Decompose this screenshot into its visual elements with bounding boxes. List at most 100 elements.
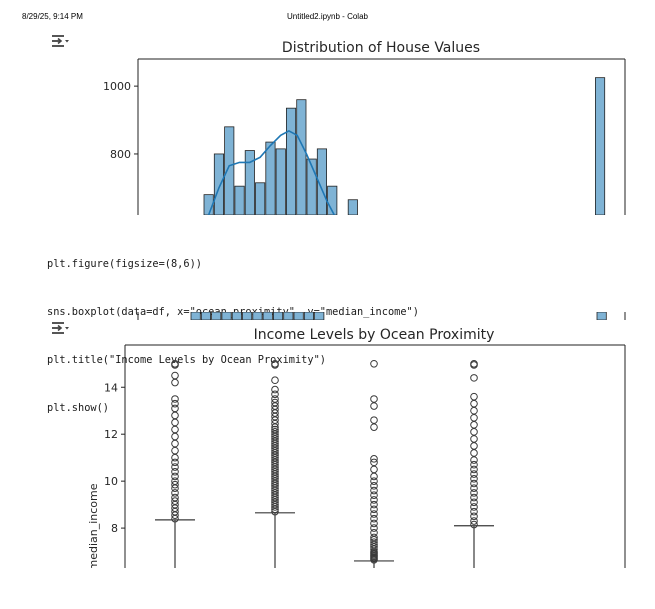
- box-outlier: [470, 512, 478, 521]
- hist-bar-residual: [272, 312, 284, 320]
- box-outlier: [271, 359, 279, 368]
- box-outlier: [370, 533, 378, 542]
- box-title: Income Levels by Ocean Proximity: [254, 327, 495, 343]
- output-toggle-icon[interactable]: [50, 321, 70, 335]
- box-outlier: [171, 453, 179, 462]
- box-outlier: [370, 500, 378, 509]
- box-outlier: [171, 489, 179, 497]
- box-outlier: [171, 446, 179, 455]
- histogram-residual-slice: [137, 312, 626, 320]
- hist-bar-residual: [221, 312, 232, 320]
- box-outlier: [470, 520, 478, 529]
- box-outlier: [470, 435, 478, 443]
- box-group: [454, 359, 494, 568]
- box-outlier: [171, 493, 179, 502]
- house-value-histogram: Distribution of House Values 800 1000: [103, 40, 626, 215]
- box-outlier: [370, 423, 378, 431]
- box-outlier: [370, 465, 378, 474]
- box-outlier: [370, 496, 378, 504]
- hist-bar-residual: [293, 312, 304, 320]
- box-group: [155, 359, 195, 568]
- hist-bar: [255, 182, 266, 215]
- hist-bar: [316, 148, 327, 215]
- page-title: Untitled2.ipynb - Colab: [287, 12, 368, 21]
- hist-bar-residual: [200, 312, 212, 320]
- hist-bar-residual: [303, 312, 314, 320]
- box-outlier: [470, 479, 478, 488]
- hist-ytick-label: 1000: [103, 80, 131, 93]
- box-outlier: [470, 392, 478, 401]
- box-outlier: [470, 456, 478, 464]
- box-outlier: [470, 460, 478, 469]
- box-outlier: [470, 507, 478, 516]
- box-outlier: [271, 385, 279, 394]
- code-line: plt.figure(figsize=(8,6)): [47, 258, 202, 270]
- hist-bar-residual: [283, 312, 294, 320]
- hist-bar: [224, 126, 235, 215]
- hist-bar-residual: [231, 312, 242, 320]
- box-outlier: [470, 493, 478, 502]
- box-ytick-label: 12: [104, 428, 118, 441]
- box-outlier: [171, 378, 179, 387]
- box-ytick-label: 8: [111, 522, 118, 535]
- box-outlier: [171, 480, 179, 489]
- hist-bar-residual: [211, 312, 222, 320]
- box-outlier: [370, 472, 378, 481]
- box-ytick-label: 10: [104, 475, 118, 488]
- box-ylabel: median_income: [87, 483, 100, 568]
- box-outlier: [470, 489, 478, 497]
- box-outlier: [171, 404, 179, 413]
- box-outlier: [370, 359, 378, 368]
- box-outlier: [470, 421, 478, 429]
- box-outlier: [271, 395, 279, 403]
- hist-bar-residual: [314, 312, 325, 320]
- box-outlier: [470, 374, 478, 382]
- box-outlier: [470, 517, 478, 525]
- box-outlier: [370, 524, 378, 532]
- box-outlier: [271, 425, 279, 434]
- income-boxplot: Income Levels by Ocean Proximity median_…: [87, 327, 626, 568]
- kde-line: [207, 129, 336, 215]
- box-outlier: [271, 398, 279, 407]
- box-outlier: [370, 514, 378, 523]
- box-outlier: [370, 538, 378, 546]
- box-outlier: [470, 406, 478, 415]
- hist-bar: [595, 77, 606, 215]
- hist-bar-residual: [242, 312, 253, 320]
- box-outlier: [171, 432, 179, 441]
- output-toggle-icon[interactable]: [50, 34, 70, 48]
- box-outlier: [171, 458, 179, 467]
- box-outlier: [370, 482, 378, 490]
- box-outlier: [470, 428, 478, 436]
- box-outlier: [271, 428, 279, 436]
- hist-bar-residual: [252, 312, 263, 320]
- hist-bar: [275, 148, 286, 215]
- hist-ytick-label: 800: [110, 148, 131, 161]
- box-group: [354, 359, 394, 568]
- box-outlier: [470, 475, 478, 483]
- box-outlier: [370, 519, 378, 528]
- box-outlier: [171, 399, 179, 408]
- hist-bar: [234, 185, 245, 215]
- hist-bar: [285, 107, 297, 215]
- box-outlier: [370, 455, 378, 463]
- box-ytick-label: 14: [104, 381, 118, 394]
- hist-bar-residual: [596, 312, 607, 320]
- box-outlier: [171, 472, 179, 481]
- box-outlier: [171, 371, 179, 380]
- box-outlier: [171, 411, 179, 420]
- code-line: plt.title("Income Levels by Ocean Proxim…: [47, 354, 326, 366]
- box-outlier: [470, 498, 478, 507]
- box-outlier: [370, 477, 378, 485]
- box-outlier: [171, 477, 179, 485]
- box-outlier: [370, 491, 378, 500]
- box-outlier: [370, 486, 378, 495]
- box-outlier: [370, 416, 378, 424]
- box-outlier: [370, 510, 378, 518]
- box-outlier: [470, 413, 478, 422]
- box-outlier: [171, 467, 179, 476]
- box-outlier: [370, 458, 378, 467]
- hist-bar: [213, 153, 225, 215]
- box-outlier: [370, 402, 378, 410]
- box-outlier: [171, 497, 179, 505]
